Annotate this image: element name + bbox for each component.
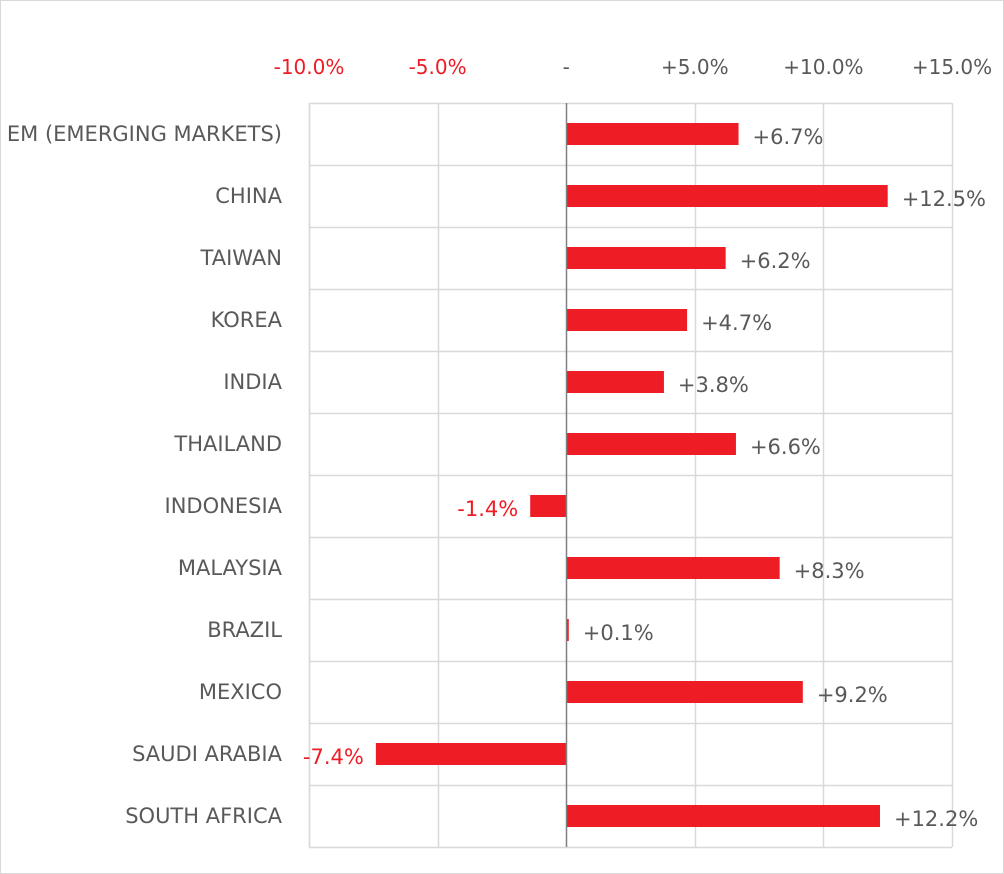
bar <box>566 681 803 703</box>
x-tick-label: +15.0% <box>912 55 992 79</box>
data-label: +9.2% <box>817 683 888 707</box>
x-tick-label: - <box>563 55 570 79</box>
x-tick-label: -5.0% <box>409 55 467 79</box>
x-tick-label: +10.0% <box>783 55 863 79</box>
x-tick-label: +5.0% <box>661 55 729 79</box>
bar <box>566 805 880 827</box>
category-label: MEXICO <box>199 680 282 704</box>
data-label: +12.2% <box>894 807 978 831</box>
bar <box>566 185 888 207</box>
bar <box>566 309 688 331</box>
data-label: +3.8% <box>678 373 749 397</box>
data-label: +6.6% <box>750 435 821 459</box>
bar <box>530 495 567 517</box>
bar <box>566 619 569 641</box>
category-label: CHINA <box>215 184 282 208</box>
category-label: BRAZIL <box>207 618 282 642</box>
data-label: +6.2% <box>740 249 811 273</box>
data-label: +4.7% <box>701 311 772 335</box>
data-label: +12.5% <box>902 187 986 211</box>
category-label: KOREA <box>211 308 283 332</box>
data-label: +0.1% <box>583 621 654 645</box>
category-label: INDONESIA <box>165 494 283 518</box>
category-label: SAUDI ARABIA <box>132 742 283 766</box>
category-label: THAILAND <box>173 432 282 456</box>
category-label: EM (EMERGING MARKETS) <box>7 122 282 146</box>
category-label: MALAYSIA <box>178 556 283 580</box>
category-label: INDIA <box>223 370 282 394</box>
data-label: +8.3% <box>794 559 865 583</box>
x-tick-label: -10.0% <box>274 55 345 79</box>
bar <box>566 371 664 393</box>
bar <box>566 247 726 269</box>
bar <box>375 743 567 765</box>
bar <box>566 123 739 145</box>
data-label: -1.4% <box>457 497 518 521</box>
category-label: TAIWAN <box>200 246 282 270</box>
bar <box>566 433 736 455</box>
category-label: SOUTH AFRICA <box>125 804 282 828</box>
data-label: +6.7% <box>753 125 824 149</box>
bar <box>566 557 780 579</box>
data-label: -7.4% <box>303 745 364 769</box>
